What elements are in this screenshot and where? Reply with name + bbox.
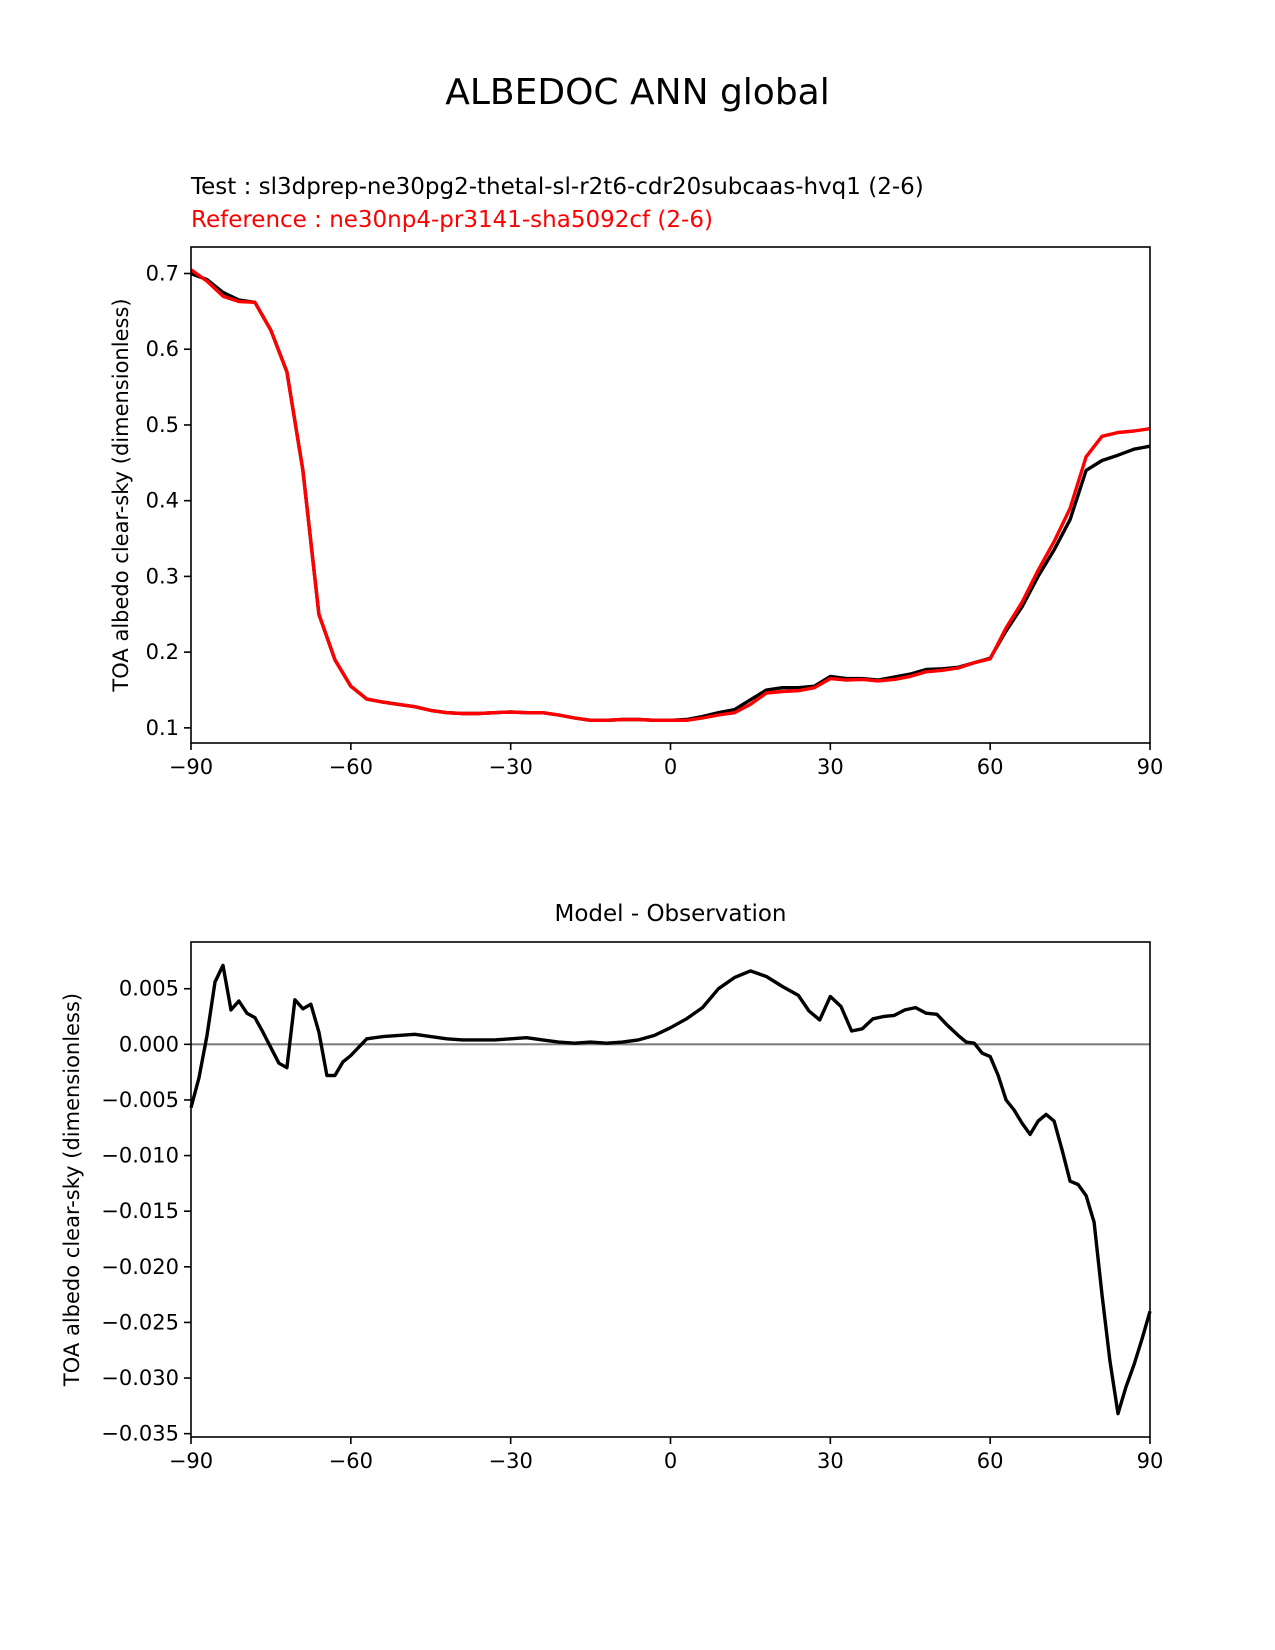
top-x-tick-label: −30 xyxy=(489,755,533,779)
top-y-axis-label: TOA albedo clear-sky (dimensionless) xyxy=(109,298,133,692)
test-subtitle: Test : sl3dprep-ne30pg2-thetal-sl-r2t6-c… xyxy=(191,174,924,200)
top-x-tick-label: −60 xyxy=(329,755,373,779)
top-y-tick-label: 0.2 xyxy=(146,640,179,664)
difference-x-tick-label: 30 xyxy=(817,1449,844,1473)
top-x-tick-label: 30 xyxy=(817,755,844,779)
top-y-tick-label: 0.1 xyxy=(146,716,179,740)
top-y-tick-label: 0.6 xyxy=(146,337,179,361)
difference-x-tick-label: −90 xyxy=(169,1449,213,1473)
difference-y-tick-label: 0.005 xyxy=(119,977,179,1001)
difference-plot: −90 −60 −30 0 30 60 90 0.005 0.000 −0.005 −0.010 −0… xyxy=(60,941,1164,1473)
difference-y-axis-label: TOA albedo clear-sky (dimensionless) xyxy=(60,993,84,1387)
top-plot-frame xyxy=(190,246,1151,744)
top-plot: −90 −60 −30 0 30 60 90 0.1 0.2 0.3 0.4 0.5 0.6 0.7 TOA… xyxy=(109,246,1164,779)
difference-y-tick-label: −0.015 xyxy=(101,1199,179,1223)
difference-x-tick-label: −60 xyxy=(329,1449,373,1473)
difference-y-tick-label: −0.035 xyxy=(101,1422,179,1446)
reference-subtitle: Reference : ne30np4-pr3141-sha5092cf (2-… xyxy=(191,207,713,233)
top-y-tick-label: 0.7 xyxy=(146,262,179,286)
difference-y-tick-label: 0.000 xyxy=(119,1032,179,1056)
difference-y-tick-label: −0.025 xyxy=(101,1310,179,1334)
difference-plot-frame xyxy=(190,941,1151,1438)
difference-x-tick-label: 0 xyxy=(664,1449,677,1473)
difference-y-tick-label: −0.005 xyxy=(101,1088,179,1112)
top-y-tick-label: 0.5 xyxy=(146,413,179,437)
top-y-tick-label: 0.3 xyxy=(146,564,179,588)
difference-x-tick-label: −30 xyxy=(489,1449,533,1473)
difference-x-tick-label: 60 xyxy=(977,1449,1004,1473)
top-x-tick-label: 0 xyxy=(664,755,677,779)
difference-subtitle: Model - Observation xyxy=(554,901,787,927)
difference-y-tick-label: −0.020 xyxy=(101,1255,179,1279)
top-series-test-line xyxy=(190,271,1151,722)
difference-series-test-line xyxy=(189,963,1152,1416)
top-series-reference-line xyxy=(190,268,1151,722)
top-x-tick-label: 90 xyxy=(1137,755,1164,779)
difference-x-tick-label: 90 xyxy=(1137,1449,1164,1473)
top-x-tick-label: 60 xyxy=(977,755,1004,779)
figure-title: ALBEDOC ANN global xyxy=(445,72,830,113)
top-x-tick-label: −90 xyxy=(169,755,213,779)
difference-y-tick-label: −0.010 xyxy=(101,1144,179,1168)
difference-y-tick-label: −0.030 xyxy=(101,1366,179,1390)
top-y-tick-label: 0.4 xyxy=(146,489,179,513)
